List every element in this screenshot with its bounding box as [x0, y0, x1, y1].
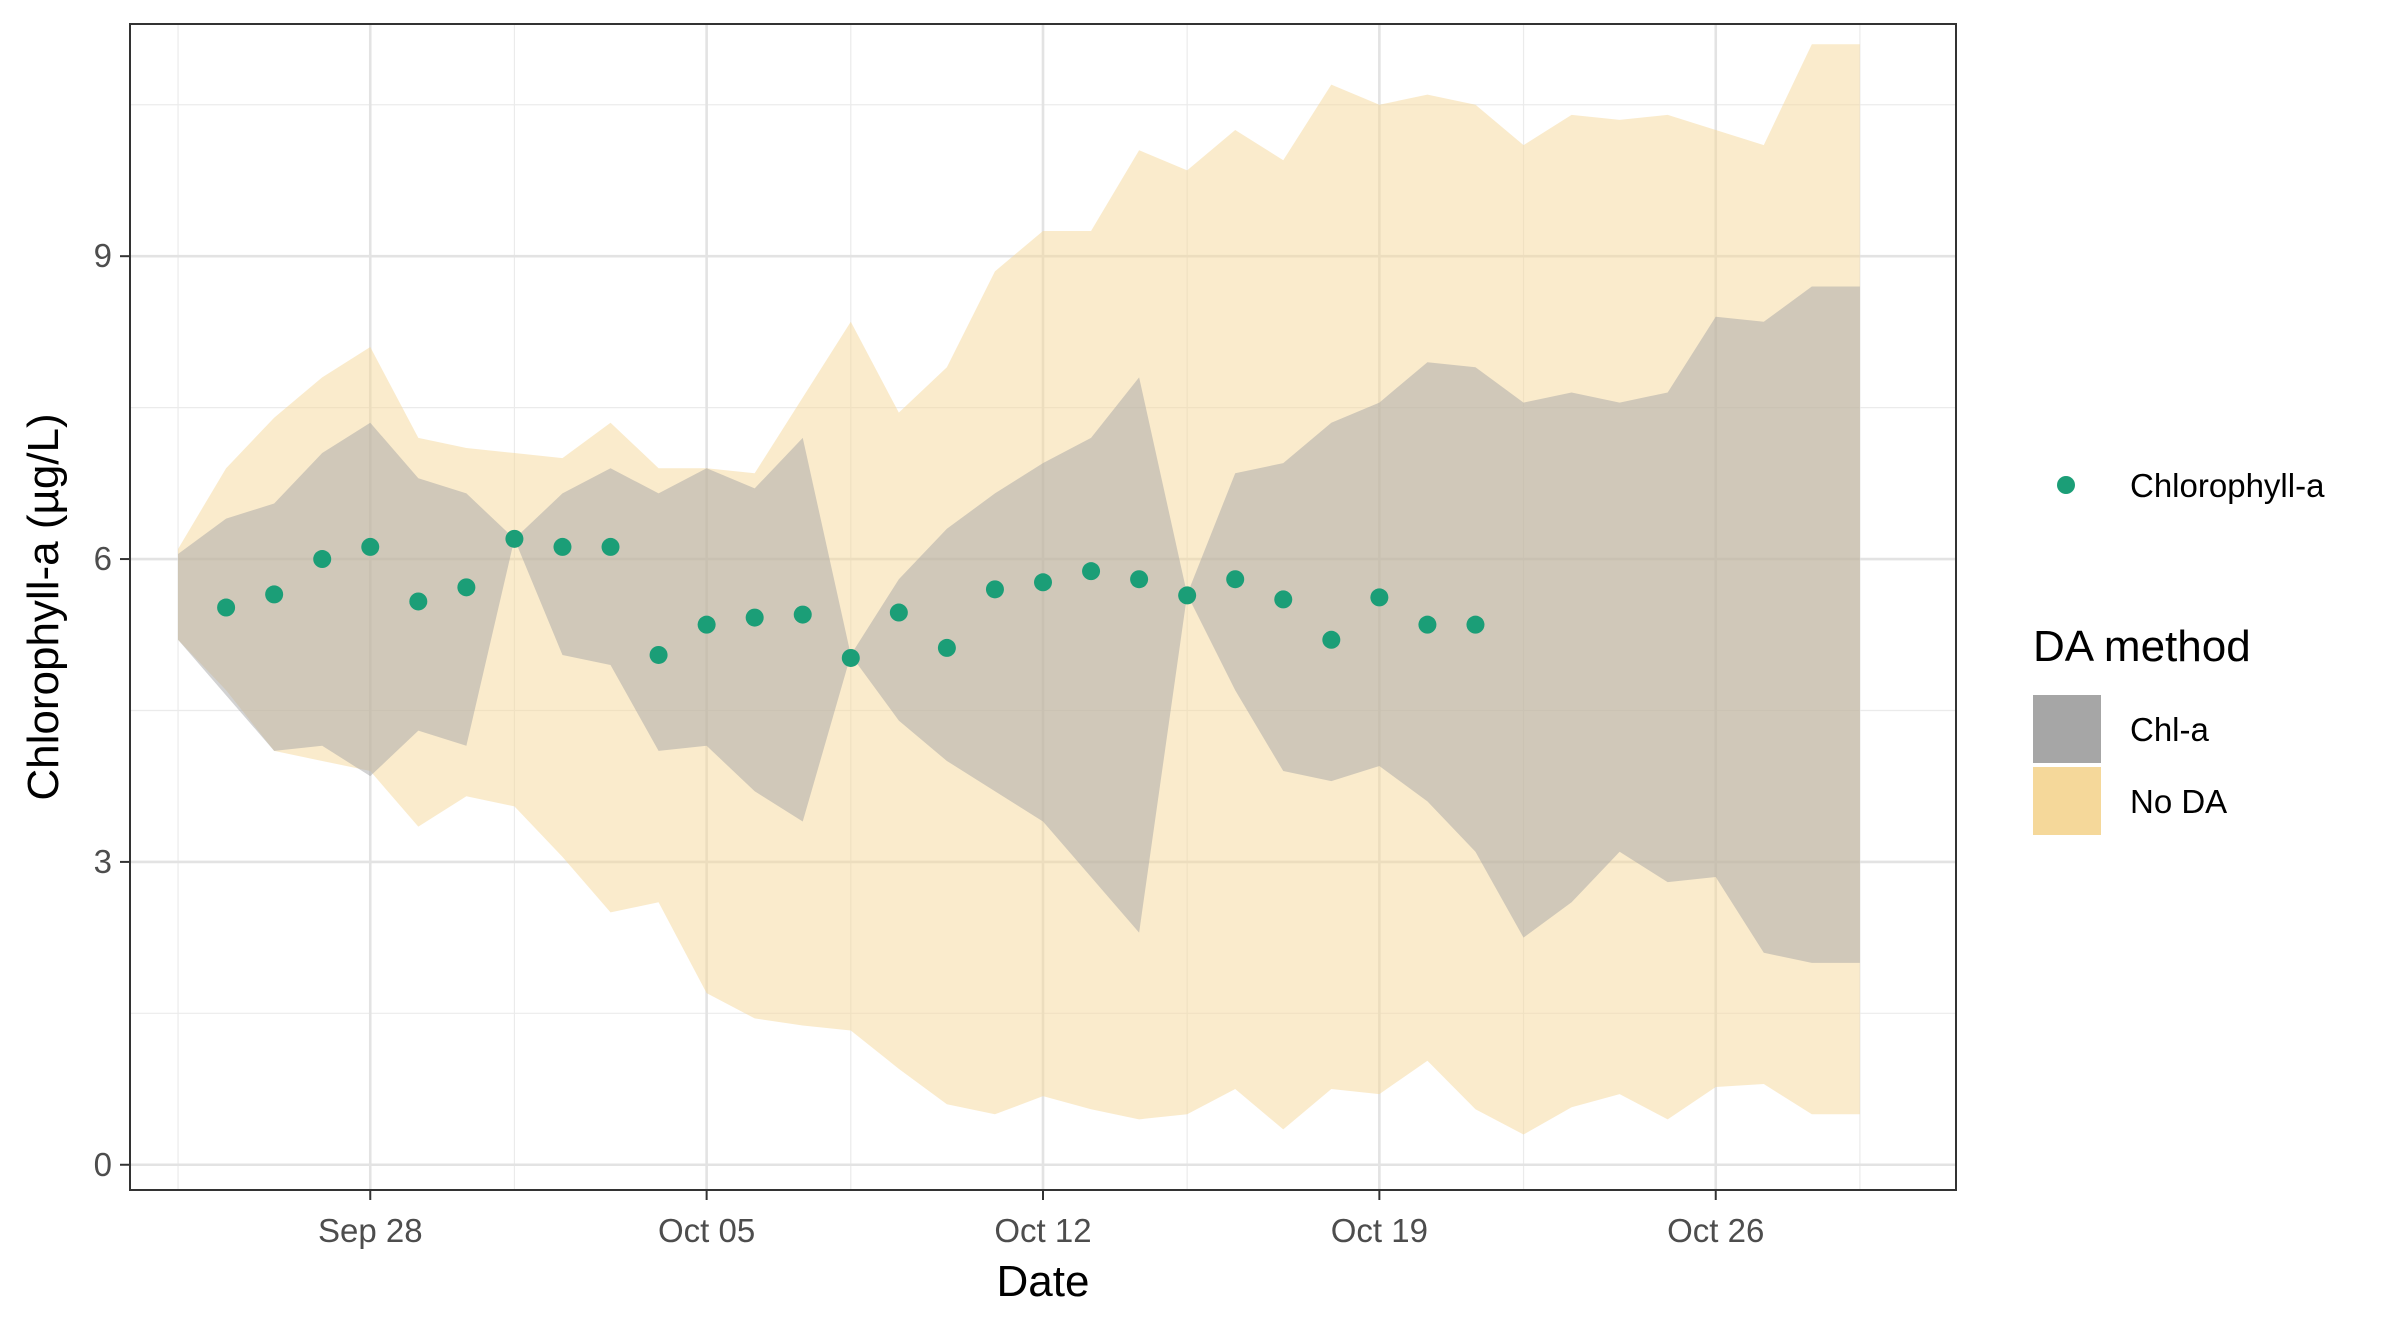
data-point [1034, 573, 1052, 592]
data-point [649, 645, 668, 664]
data-point [841, 648, 860, 667]
data-point [1226, 570, 1245, 589]
data-point [601, 537, 620, 556]
data-point [553, 537, 572, 556]
point-layer [217, 529, 1485, 667]
data-point [889, 603, 908, 622]
data-point [1322, 630, 1341, 649]
data-point [697, 615, 716, 634]
y-tick-label: 6 [94, 540, 112, 577]
x-axis-title: Date [997, 1257, 1090, 1306]
axis-layer: Sep 28 Oct 05 Oct 12 Oct 19 Oct 26 0 3 6 9 [94, 237, 1765, 1249]
data-point [937, 638, 956, 657]
x-tick-label: Oct 26 [1667, 1212, 1764, 1249]
data-point [1418, 615, 1437, 634]
y-tick-label: 3 [94, 843, 112, 880]
data-point [505, 529, 524, 548]
legend-label-no-da: No DA [2130, 783, 2227, 820]
data-point [265, 585, 284, 604]
legend-point-key [2057, 476, 2075, 494]
x-tick-label: Sep 28 [318, 1212, 423, 1249]
x-tick-label: Oct 19 [1331, 1212, 1428, 1249]
data-point [313, 550, 332, 569]
data-point [217, 598, 236, 617]
legend-point-label: Chlorophyll-a [2130, 467, 2325, 504]
x-tick-label: Oct 12 [994, 1212, 1091, 1249]
y-tick-label: 9 [94, 237, 112, 274]
data-point [1082, 562, 1101, 581]
data-point [793, 605, 812, 624]
legend-title: DA method [2033, 622, 2251, 671]
band-layer [178, 44, 1860, 1135]
y-tick-label: 0 [94, 1146, 112, 1183]
data-point [745, 608, 764, 627]
data-point [1130, 570, 1149, 589]
legend-key-chl-a [2033, 695, 2101, 763]
legend-key-no-da [2033, 767, 2101, 835]
legend: Chlorophyll-a DA method Chl-a No DA [2033, 467, 2325, 835]
data-point [409, 592, 428, 611]
data-point [985, 580, 1004, 599]
data-point [1178, 586, 1197, 605]
data-point [1370, 588, 1389, 607]
data-point [1274, 590, 1293, 609]
x-tick-label: Oct 05 [658, 1212, 755, 1249]
data-point [1466, 615, 1485, 634]
data-point [457, 578, 476, 597]
band-chl-a [178, 286, 1860, 963]
legend-label-chl-a: Chl-a [2130, 711, 2210, 748]
data-point [361, 537, 380, 556]
y-axis-title: Chlorophyll-a (µg/L) [19, 413, 68, 800]
